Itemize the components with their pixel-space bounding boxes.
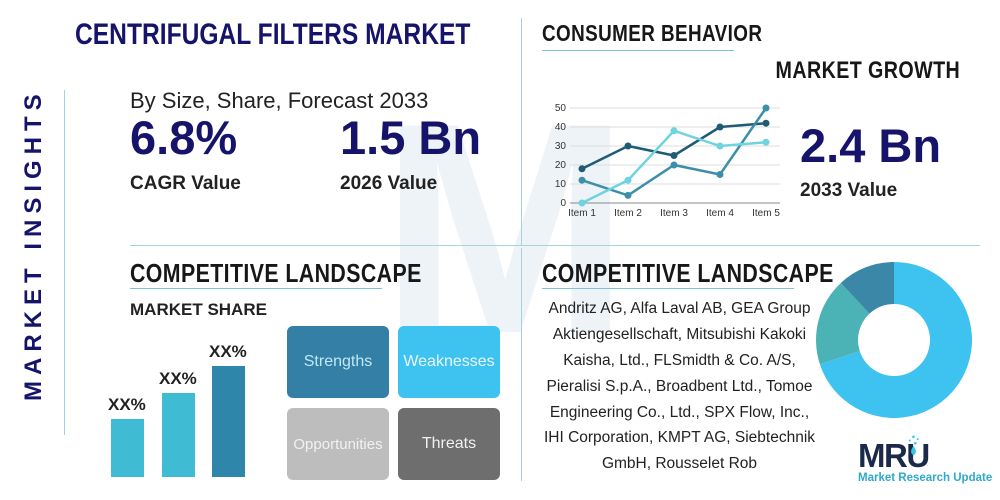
svg-text:30: 30: [555, 141, 567, 152]
svg-text:Item 2: Item 2: [614, 208, 642, 219]
svg-text:Item 3: Item 3: [660, 208, 688, 219]
svg-text:Item 4: Item 4: [706, 208, 734, 219]
svg-text:20: 20: [555, 160, 567, 171]
svg-text:10: 10: [555, 179, 567, 190]
svg-text:50: 50: [555, 103, 567, 114]
svg-text:Item 5: Item 5: [752, 208, 780, 219]
svg-text:Item 1: Item 1: [568, 208, 596, 219]
svg-text:40: 40: [555, 122, 567, 133]
svg-text:0: 0: [560, 198, 566, 209]
